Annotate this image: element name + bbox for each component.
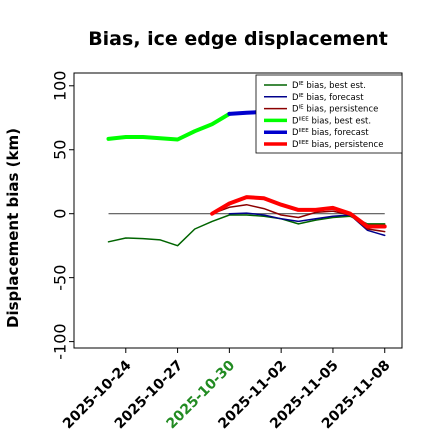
legend-entry-0: DIE bias, best est. — [292, 81, 366, 91]
series-line-3 — [106, 111, 232, 142]
y-axis-label: Displacement bias (km) — [4, 128, 22, 328]
legend-entry-2: DIE bias, persistence — [292, 105, 378, 115]
legend: DIE bias, best est. DIE bias, forecast DIE… — [255, 74, 403, 154]
series-layer — [106, 109, 387, 247]
x-axis: 2025-10-242025-10-272025-10-302025-11-02… — [60, 348, 394, 432]
legend-entry-1: DIE bias, forecast — [292, 93, 364, 103]
legend-entry-4: DIIEE bias, forecast — [292, 128, 369, 138]
y-axis: -100 -50 0 50 100 — [51, 71, 74, 360]
y-tick-label: 50 — [51, 140, 70, 160]
series-line-0 — [107, 214, 386, 247]
legend-entry-3: DIIEE bias, best est. — [292, 116, 371, 126]
y-tick-label: 0 — [51, 209, 70, 219]
y-tick-label: -50 — [51, 265, 70, 291]
y-tick-label: -100 — [51, 323, 70, 359]
legend-box — [255, 74, 403, 154]
series-line-5 — [210, 195, 387, 229]
plot-frame — [73, 72, 403, 349]
y-tick-label: 100 — [51, 71, 70, 102]
legend-entry-5: DIIEE bias, persistence — [292, 140, 383, 150]
chart-title: Bias, ice edge displacement — [88, 28, 388, 50]
